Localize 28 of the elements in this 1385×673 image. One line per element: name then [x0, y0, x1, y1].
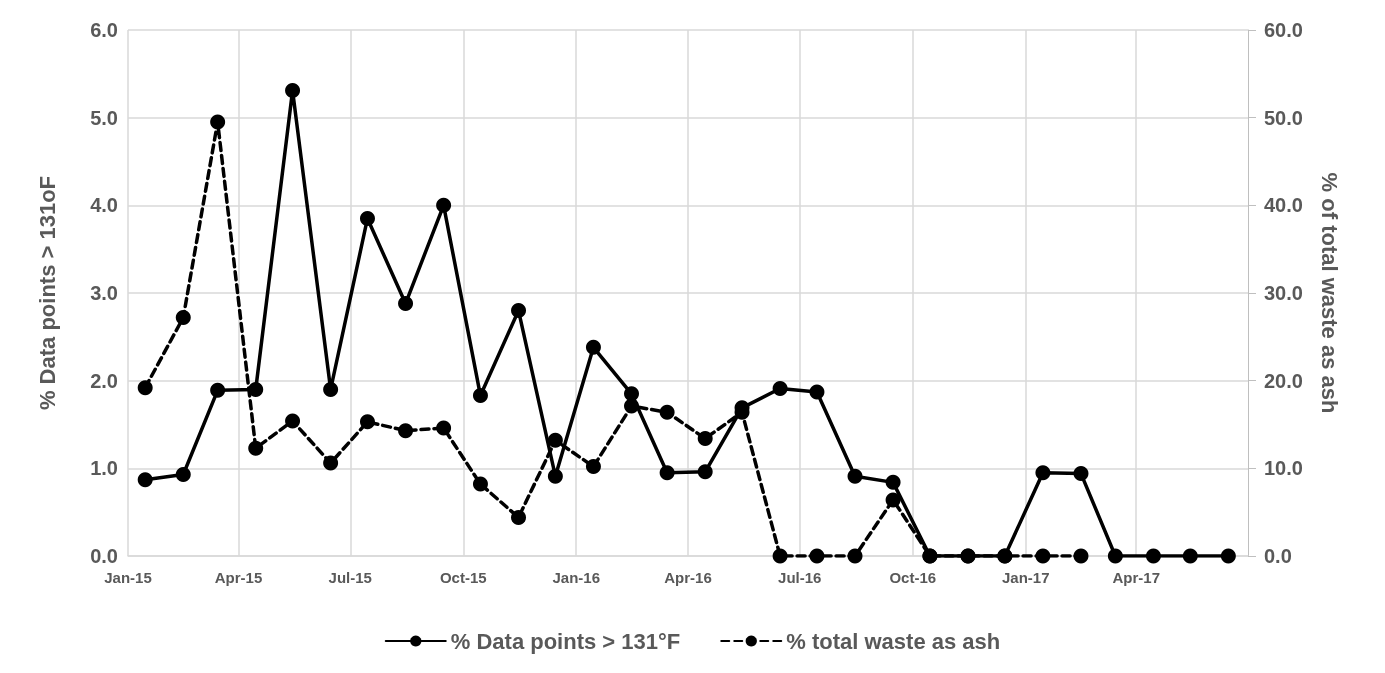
- x-tick-label: Jul-15: [328, 569, 372, 586]
- legend-label: % total waste as ash: [786, 628, 1001, 654]
- y2-axis-title: % of total waste as ash: [1316, 172, 1342, 414]
- y-tick-label: 3.0: [90, 282, 118, 304]
- y-tick-label: 0.0: [90, 545, 118, 567]
- x-tick-label: Jan-16: [552, 569, 601, 586]
- y2-tick-label: 40.0: [1264, 194, 1303, 217]
- y-tick-label: 6.0: [90, 19, 118, 41]
- y2-tick-label: 10.0: [1264, 457, 1303, 480]
- y2-tick-label: 30.0: [1264, 282, 1303, 304]
- y-tick-label: 5.0: [90, 106, 118, 129]
- y2-tick-label: 60.0: [1264, 19, 1303, 41]
- x-tick-label: Apr-17: [1112, 569, 1160, 586]
- legend-label: % Data points > 131°F: [450, 628, 681, 654]
- x-tick-label: Oct-15: [439, 569, 487, 586]
- y2-tick-label: 50.0: [1264, 106, 1303, 129]
- x-tick-label: Apr-15: [214, 569, 263, 586]
- y2-tick-label: 20.0: [1264, 369, 1303, 392]
- y-tick-label: 1.0: [90, 457, 118, 480]
- x-tick-label: Jan-15: [104, 569, 152, 586]
- x-tick-label: Oct-16: [889, 569, 937, 586]
- x-tick-label: Jul-16: [778, 569, 822, 586]
- y-tick-label: 4.0: [90, 194, 118, 217]
- y2-tick-label: 0.0: [1264, 545, 1292, 567]
- x-tick-label: Jan-17: [1001, 569, 1050, 586]
- x-tick-label: Apr-16: [664, 569, 712, 586]
- y-tick-label: 2.0: [90, 369, 118, 392]
- y-axis-title: % Data points > 131oF: [34, 175, 60, 411]
